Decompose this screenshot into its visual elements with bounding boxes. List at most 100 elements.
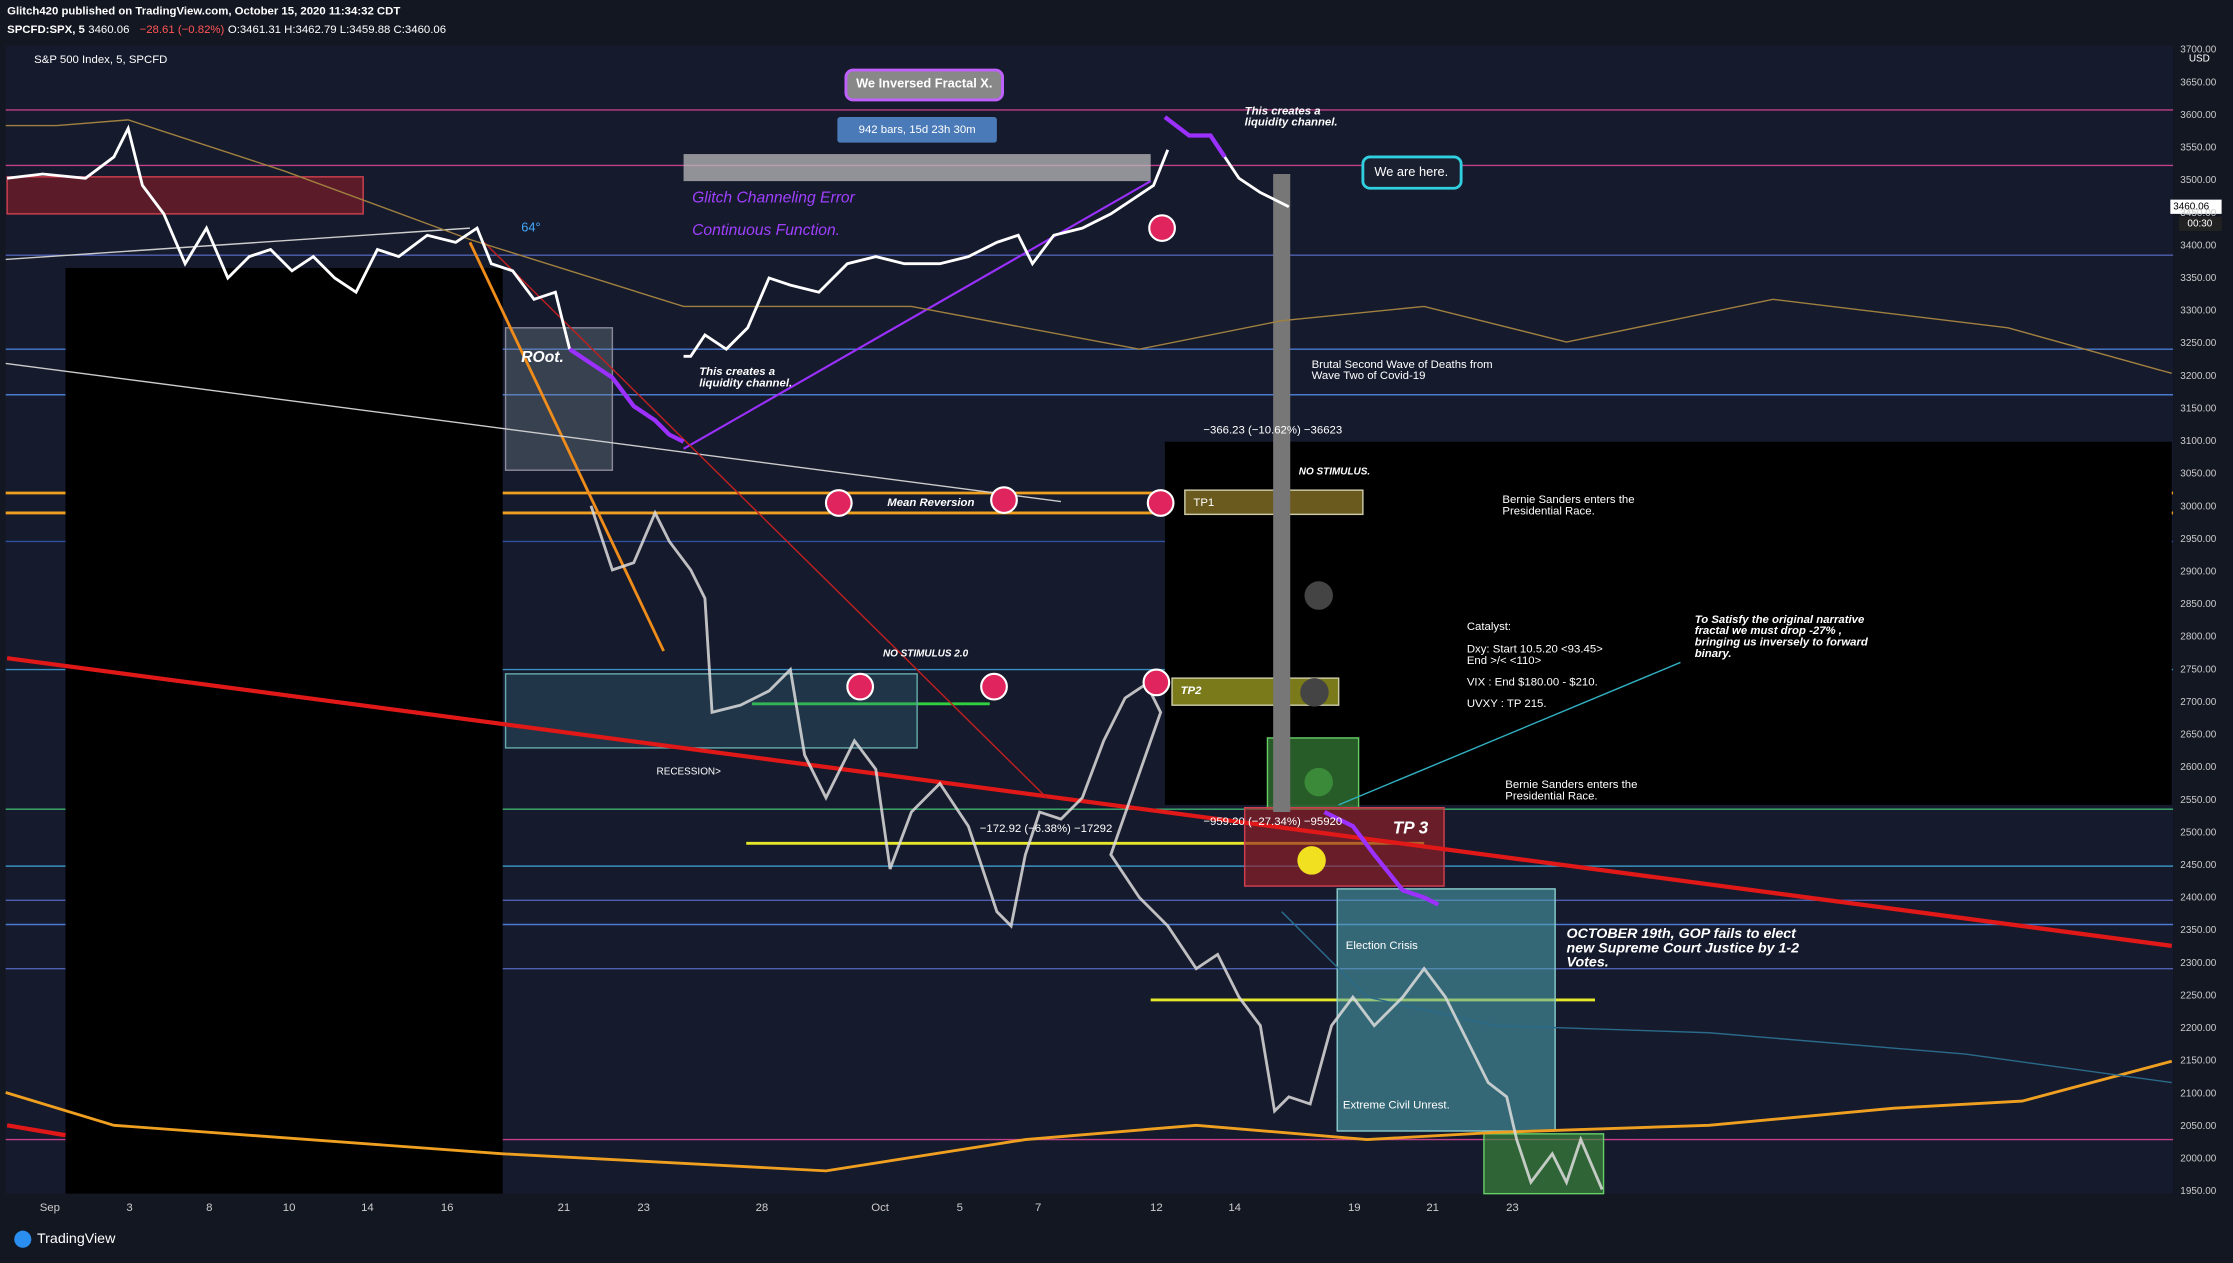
ohlc: O:3461.31 H:3462.79 L:3459.88 C:3460.06: [228, 24, 446, 36]
annotation: Dxy: Start 10.5.20 <93.45>: [1467, 644, 1603, 656]
time-label: 19: [1348, 1202, 1361, 1214]
drawings: [5, 115, 2173, 1190]
price-label: 2900.00: [2180, 567, 2216, 578]
price-label: 3300.00: [2180, 306, 2216, 317]
annotation: We Inversed Fractal X.: [856, 76, 992, 91]
price-label: 3500.00: [2180, 175, 2216, 186]
annotation: Bernie Sanders enters the: [1505, 779, 1637, 791]
time-label: 12: [1150, 1202, 1163, 1214]
annotation: VIX : End $180.00 - $210.: [1467, 676, 1598, 688]
time-label: 21: [1426, 1202, 1439, 1214]
price-label: 2800.00: [2180, 632, 2216, 643]
time-label: 3: [126, 1202, 132, 1214]
price-label: 3000.00: [2180, 501, 2216, 512]
callout-boxes: [0, 45, 2233, 1258]
annotation: fractal we must drop -27% ,: [1695, 625, 1842, 637]
price-label: 2700.00: [2180, 697, 2216, 708]
time-label: 21: [558, 1202, 571, 1214]
annotation: We are here.: [1374, 164, 1448, 179]
time-label: 10: [283, 1202, 296, 1214]
price-label: 3700.00: [2180, 45, 2216, 56]
annotation: This creates a: [1245, 105, 1321, 117]
price-label: 3400.00: [2180, 240, 2216, 251]
time-label: Oct: [871, 1202, 890, 1214]
annotation: TP2: [1181, 685, 1203, 697]
time-label: 8: [206, 1202, 212, 1214]
price-label: 3550.00: [2180, 143, 2216, 154]
annotation: −366.23 (−10.62%) −36623: [1203, 424, 1342, 436]
annotation: Mean Reversion: [887, 497, 974, 509]
price: 3460.06: [88, 24, 129, 36]
annotation: 64°: [521, 220, 540, 235]
annotation: UVXY : TP 215.: [1467, 698, 1547, 710]
price-label: 2450.00: [2180, 860, 2216, 871]
price-label: 2600.00: [2180, 762, 2216, 773]
price-label: 3200.00: [2180, 371, 2216, 382]
price-label: 2500.00: [2180, 827, 2216, 838]
price-label: 3050.00: [2180, 469, 2216, 480]
price-label: 3100.00: [2180, 436, 2216, 447]
footer-logo: TradingView: [37, 1231, 116, 1247]
annotation: NO STIMULUS.: [1299, 466, 1370, 477]
annotation: Presidential Race.: [1505, 790, 1597, 802]
price-label: 2100.00: [2180, 1088, 2216, 1099]
price-label: 2950.00: [2180, 534, 2216, 545]
annotation: liquidity channel.: [1245, 117, 1338, 129]
price-label: 2050.00: [2180, 1121, 2216, 1132]
price-label: 2150.00: [2180, 1056, 2216, 1067]
annotation: Extreme Civil Unrest.: [1343, 1099, 1450, 1111]
publisher: Glitch420 published on TradingView.com, …: [7, 6, 400, 18]
annotation: TP1: [1193, 497, 1214, 509]
price-label: 2350.00: [2180, 925, 2216, 936]
legend: S&P 500 Index, 5, SPCFD: [34, 54, 167, 66]
annotation: NO STIMULUS 2.0: [883, 649, 969, 660]
annotation: Glitch Channeling Error: [692, 189, 856, 206]
price-label: 2750.00: [2180, 664, 2216, 675]
price-label: 3600.00: [2180, 110, 2216, 121]
time-label: 5: [957, 1202, 963, 1214]
price-label: 3250.00: [2180, 338, 2216, 349]
price-label: 2250.00: [2180, 990, 2216, 1001]
annotation: End >/< <110>: [1467, 655, 1542, 667]
annotation: 942 bars, 15d 23h 30m: [859, 124, 976, 136]
annotation: RECESSION>: [657, 767, 722, 778]
price-label: 2200.00: [2180, 1023, 2216, 1034]
annotation: Wave Two of Covid-19: [1312, 370, 1426, 382]
time-label: 28: [756, 1202, 769, 1214]
current-price: 3460.06: [2173, 201, 2209, 212]
time-label: 23: [637, 1202, 650, 1214]
markers: [824, 214, 1333, 875]
symbol: SPCFD:SPX, 5: [7, 24, 85, 36]
annotation: liquidity channel.: [699, 377, 792, 389]
price-label: 2650.00: [2180, 730, 2216, 741]
price-label: 3350.00: [2180, 273, 2216, 284]
price-label: 2850.00: [2180, 599, 2216, 610]
annotation: −959.20 (−27.34%) −95920: [1203, 816, 1342, 828]
annotation: TP 3: [1393, 819, 1429, 838]
price-label: 2550.00: [2180, 795, 2216, 806]
currency: USD: [2189, 53, 2210, 64]
annotation: To Satisfy the original narrative: [1695, 614, 1865, 626]
countdown: 00:30: [2187, 218, 2212, 229]
annotation: −172.92 (−6.38%) −17292: [980, 823, 1113, 835]
price-label: 3650.00: [2180, 77, 2216, 88]
price-label: 2400.00: [2180, 893, 2216, 904]
annotation: binary.: [1695, 648, 1732, 660]
price-label: 2000.00: [2180, 1154, 2216, 1165]
annotation: bringing us inversely to forward: [1695, 637, 1869, 649]
price-label: 3450.00: [2180, 208, 2216, 219]
annotation: Votes.: [1567, 955, 1609, 971]
time-label: 23: [1506, 1202, 1519, 1214]
price-label: 2300.00: [2180, 958, 2216, 969]
annotation: Bernie Sanders enters the: [1502, 494, 1634, 506]
time-label: 7: [1035, 1202, 1041, 1214]
time-label: 14: [361, 1202, 374, 1214]
annotation: Presidential Race.: [1502, 506, 1594, 518]
annotation: ROot.: [521, 349, 564, 366]
change: −28.61 (−0.82%): [140, 24, 225, 36]
annotation: This creates a: [699, 366, 775, 378]
time-label: 14: [1228, 1202, 1241, 1214]
annotation: Election Crisis: [1346, 940, 1418, 952]
annotation: OCTOBER 19th, GOP fails to elect: [1567, 926, 1798, 942]
annotation: Brutal Second Wave of Deaths from: [1312, 359, 1493, 371]
